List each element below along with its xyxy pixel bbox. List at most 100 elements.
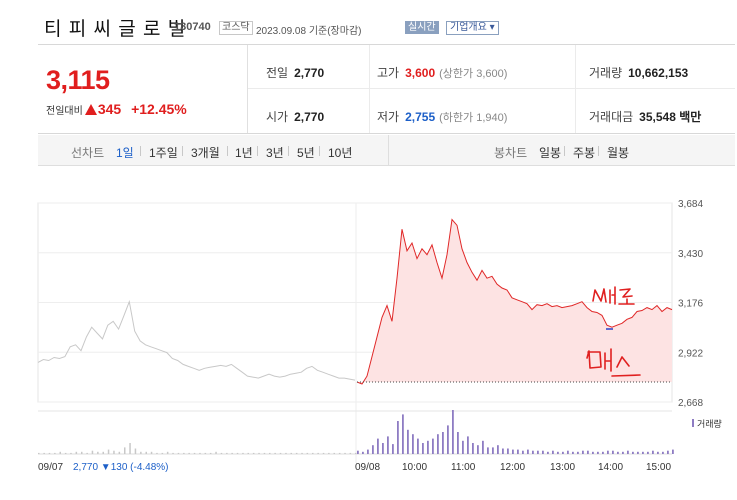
volume-bar <box>582 450 584 454</box>
tab-5year[interactable]: 5년 <box>297 146 315 160</box>
volume-bar <box>412 434 414 454</box>
volume-bar <box>362 451 364 454</box>
volume-bar <box>317 452 319 454</box>
time-tick-label: 11:00 <box>451 462 476 473</box>
tab-1day[interactable]: 1일 <box>116 146 134 160</box>
volume-bar <box>597 451 599 454</box>
prev-day-price-line <box>37 299 356 381</box>
stock-name: 티 피 씨 글 로 벌 <box>44 19 187 40</box>
tab-1year[interactable]: 1년 <box>235 146 253 160</box>
tab-1week[interactable]: 1주일 <box>149 146 178 160</box>
volume-bar <box>427 440 429 454</box>
volume-bar <box>487 447 489 454</box>
volume-bar <box>75 451 78 454</box>
volume-bar <box>657 451 659 454</box>
open-label: 시가 <box>266 110 289 124</box>
volume-bar <box>43 452 45 454</box>
volume-bar <box>477 445 479 454</box>
volume-bar <box>472 443 474 454</box>
volume-bar <box>497 445 499 454</box>
chart-period-tabs: 선차트 1일 1주일 3개월 1년 3년 5년 10년 봉차트 일봉 주봉 월봉 <box>38 135 735 166</box>
handwritten-annotations <box>586 286 641 377</box>
tab-separator <box>140 146 141 156</box>
volume-bar <box>537 450 539 454</box>
high-value: 3,600 <box>405 66 436 80</box>
volume-bar <box>161 452 164 454</box>
volume-bar <box>647 451 649 454</box>
summary-row-2: 시가 2,770 저가 2,755 (하한가 1,940) 거래대금 35,548 백만 <box>248 89 735 133</box>
price-tick-label: 3,684 <box>678 199 703 210</box>
chart-grid <box>37 202 673 463</box>
tab-daily-candle[interactable]: 일봉 <box>539 146 562 160</box>
volume-legend-label: 거래량 <box>697 418 722 429</box>
volume-bar <box>91 450 94 454</box>
volume-bar <box>662 451 664 454</box>
volume-bar <box>432 438 434 454</box>
time-axis-labels: 09/07 09/08 10:00 11:00 12:00 13:00 14:00 15:00 <box>38 462 671 473</box>
base-date: 2023.09.08 기준(장마감) <box>256 26 362 37</box>
volume-bar <box>70 452 72 454</box>
price-tick-label: 3,430 <box>678 249 703 260</box>
volume-bar <box>437 434 439 454</box>
volume-legend-swatch <box>692 419 694 427</box>
price-summary: 3,115 전일대비 345 +12.45% 전일 2,770 고가 3,600 (상한… <box>38 44 735 134</box>
amount-value: 35,548 백만 <box>639 110 702 124</box>
volume-bar <box>269 452 271 454</box>
volume-bar <box>263 452 266 454</box>
realtime-button[interactable]: 실시간 <box>405 21 439 34</box>
high-price: 고가 3,600 (상한가 3,600) <box>377 64 507 81</box>
change-amount: 345 <box>97 101 122 117</box>
market-badge: 코스닥 <box>219 21 253 35</box>
volume-bar <box>502 448 504 454</box>
volume-bar <box>607 450 609 454</box>
tab-monthly-candle[interactable]: 월봉 <box>607 146 630 160</box>
tab-weekly-candle[interactable]: 주봉 <box>573 146 596 160</box>
volume-bar <box>542 450 544 454</box>
volume-bar <box>527 449 529 454</box>
volume-bar <box>156 452 158 454</box>
tab-separator <box>182 146 183 156</box>
volume-bar <box>199 452 201 454</box>
volume-bar <box>557 451 559 454</box>
volume-bar <box>492 447 494 454</box>
volume-bars <box>38 410 674 455</box>
open-value: 2,770 <box>294 110 325 124</box>
volume-bar <box>145 451 147 454</box>
volume-bar <box>562 451 564 454</box>
volume-bar <box>522 450 524 454</box>
volume-bar <box>632 451 634 454</box>
time-tick-label: 13:00 <box>550 462 575 473</box>
volume-bar <box>247 452 249 454</box>
volume-bar <box>447 425 449 454</box>
volume-bar <box>517 449 519 454</box>
volume-bar <box>417 438 419 454</box>
volume-bar <box>592 451 594 454</box>
change-label: 전일대비 <box>46 106 83 117</box>
volume-bar <box>102 451 104 454</box>
volume-bar <box>113 450 115 454</box>
volume-bar <box>322 452 325 454</box>
prev-close-label: 전일 <box>266 66 289 80</box>
volume-bar <box>285 452 287 454</box>
handwritten-sell-note <box>592 286 635 305</box>
volume-bar <box>422 443 424 454</box>
volume-bar <box>220 452 223 454</box>
volume-bar <box>672 449 674 454</box>
volume-bar <box>462 440 464 454</box>
tab-3month[interactable]: 3개월 <box>191 146 220 160</box>
time-tick-label: 10:00 <box>402 462 427 473</box>
volume-label: 거래량 <box>589 66 623 80</box>
volume-bar <box>54 452 56 454</box>
volume-bar <box>258 452 260 454</box>
tab-group-divider <box>388 135 389 166</box>
intraday-chart[interactable]: 3,684 3,430 3,176 2,922 2,668 09/07 09/08 10:0… <box>0 168 737 500</box>
tab-separator <box>288 146 289 156</box>
tab-3year[interactable]: 3년 <box>266 146 284 160</box>
volume-bar <box>372 445 374 454</box>
current-price: 3,115 <box>46 65 110 95</box>
high-label: 고가 <box>377 66 400 80</box>
volume-bar <box>357 450 359 454</box>
volume-bar <box>86 452 88 454</box>
tab-10year[interactable]: 10년 <box>328 146 353 160</box>
company-info-dropdown[interactable]: 기업개요 ▾ <box>446 21 499 35</box>
